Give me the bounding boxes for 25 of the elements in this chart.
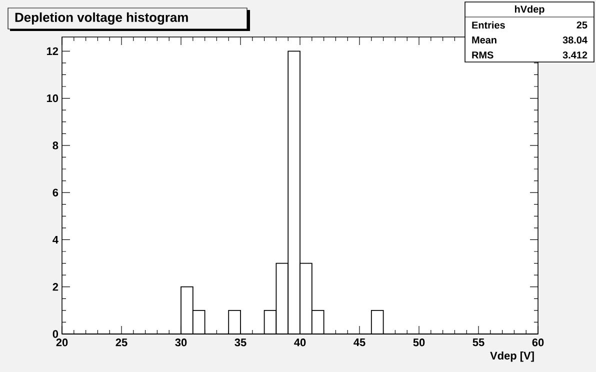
y-tick-label: 8 <box>52 142 58 150</box>
x-tick-label: 30 <box>175 338 187 346</box>
text: 3.412 <box>562 51 588 59</box>
y-tick-label: 0 <box>52 330 58 338</box>
x-tick-label: 60 <box>532 338 544 346</box>
x-tick-label: 55 <box>472 338 484 346</box>
x-tick-label: 40 <box>294 338 306 346</box>
text: Entries <box>472 21 505 29</box>
annotation: Mean <box>472 36 496 44</box>
x-tick-label: 35 <box>234 338 246 346</box>
annotation: RMS <box>472 51 494 59</box>
y-tick-label: 4 <box>52 236 58 244</box>
text: 25 <box>576 21 588 29</box>
x-tick-label: 25 <box>116 338 128 346</box>
chart-title: Depletion voltage histogram <box>15 12 188 25</box>
y-tick-label: 6 <box>52 188 58 196</box>
text: 38.04 <box>562 36 588 44</box>
x-tick-label: 50 <box>413 338 425 346</box>
y-tick-label: 2 <box>52 283 58 291</box>
y-tick-label: 12 <box>46 47 58 55</box>
x-tick-label: 20 <box>56 338 68 346</box>
text: hVdep <box>514 5 544 15</box>
x-tick-label: 45 <box>354 338 366 346</box>
x-axis-title: Vdep [V] <box>490 352 534 362</box>
y-tick-label: 10 <box>46 94 58 102</box>
